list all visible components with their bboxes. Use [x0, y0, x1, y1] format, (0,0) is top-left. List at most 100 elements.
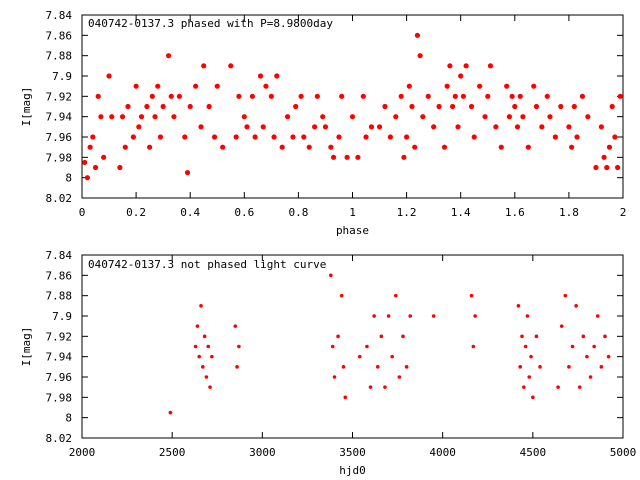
data-point [382, 103, 388, 110]
data-point [133, 83, 139, 89]
data-point [431, 124, 437, 130]
data-point [176, 93, 182, 99]
x-tick-label: 0.8 [288, 206, 308, 219]
data-point [449, 103, 456, 110]
data-point [98, 114, 104, 120]
data-point [581, 334, 586, 339]
data-point [341, 365, 346, 369]
data-point [552, 134, 558, 140]
data-point [136, 124, 142, 130]
data-point [588, 375, 593, 379]
data-point [431, 314, 436, 318]
data-point [82, 159, 88, 166]
data-point [559, 324, 564, 328]
data-point [119, 114, 126, 120]
data-point [201, 365, 205, 369]
data-point [556, 385, 560, 389]
data-point [609, 103, 615, 110]
data-point [393, 293, 398, 298]
data-point [360, 93, 366, 99]
data-point [168, 410, 173, 415]
data-point [320, 114, 326, 120]
data-point [328, 144, 334, 150]
data-point [558, 103, 564, 110]
data-point [592, 344, 596, 349]
data-point [306, 144, 312, 150]
y-tick-label: 7.86 [46, 269, 73, 282]
data-point [182, 134, 188, 140]
data-point [598, 124, 604, 130]
data-point [125, 103, 131, 110]
data-point [444, 83, 450, 89]
data-point [606, 144, 613, 150]
data-point [271, 134, 277, 140]
chart-title: 040742-0137.3 phased with P=8.9800day [88, 17, 333, 30]
data-point [569, 144, 575, 150]
y-tick-label: 7.84 [46, 9, 73, 22]
data-point [357, 354, 362, 359]
data-point [485, 93, 491, 99]
data-point [293, 103, 299, 110]
data-point [144, 103, 150, 110]
data-point [241, 114, 247, 120]
data-point [593, 164, 599, 171]
data-point [236, 93, 242, 99]
data-point [539, 124, 545, 130]
data-point [284, 114, 291, 120]
data-point [468, 103, 475, 110]
data-point [206, 103, 212, 110]
data-point [512, 103, 518, 110]
data-point [520, 334, 524, 339]
data-point [363, 134, 369, 140]
data-point [455, 124, 461, 130]
x-tick-label: 2 [620, 206, 627, 219]
data-point [260, 124, 266, 130]
data-point [386, 314, 391, 318]
data-point [563, 293, 568, 298]
y-tick-label: 8.02 [46, 432, 73, 445]
data-point [574, 304, 578, 308]
data-point [90, 134, 96, 140]
data-point [160, 103, 166, 110]
data-point [420, 114, 426, 120]
data-point [514, 124, 521, 130]
x-tick-label: 0 [79, 206, 86, 219]
chart-title: 040742-0137.3 not phased light curve [88, 258, 326, 271]
data-point [87, 144, 93, 150]
data-point [263, 83, 269, 89]
phased-light-curve-plot: 7.84 7.86 7.88 7.9 7.92 7.94 7.96 7.98 8 8.02 0 0.2… [20, 9, 626, 237]
data-point [152, 114, 158, 120]
data-point [147, 144, 153, 150]
data-point [233, 134, 239, 140]
data-point [279, 144, 285, 150]
data-point [498, 144, 504, 150]
data-point [383, 385, 387, 389]
y-axis-label: I[mag] [20, 87, 33, 127]
data-point [408, 314, 413, 318]
x-tick-label: 3000 [249, 446, 276, 459]
x-tick-label: 0.4 [180, 206, 200, 219]
data-point [109, 114, 115, 120]
data-point [312, 124, 318, 130]
data-point [290, 134, 296, 140]
unphased-light-curve-plot: 7.84 7.86 7.88 7.9 7.92 7.94 7.96 7.98 8 8.022000… [20, 249, 636, 477]
data-point [493, 124, 499, 130]
data-point [228, 63, 234, 69]
data-point [398, 93, 404, 99]
data-point [525, 314, 530, 318]
plot-frame [81, 254, 624, 439]
data-point [376, 124, 383, 130]
data-point [414, 32, 421, 38]
data-point [204, 375, 209, 379]
data-point [566, 124, 572, 130]
data-point [187, 103, 193, 110]
data-point [614, 164, 621, 171]
data-point [330, 154, 337, 160]
data-point [469, 293, 474, 298]
data-point [365, 344, 369, 349]
y-tick-label: 7.9 [52, 70, 72, 83]
data-point [199, 304, 203, 308]
data-point [595, 314, 600, 318]
data-point [473, 314, 477, 318]
y-tick-label: 7.96 [46, 371, 73, 384]
